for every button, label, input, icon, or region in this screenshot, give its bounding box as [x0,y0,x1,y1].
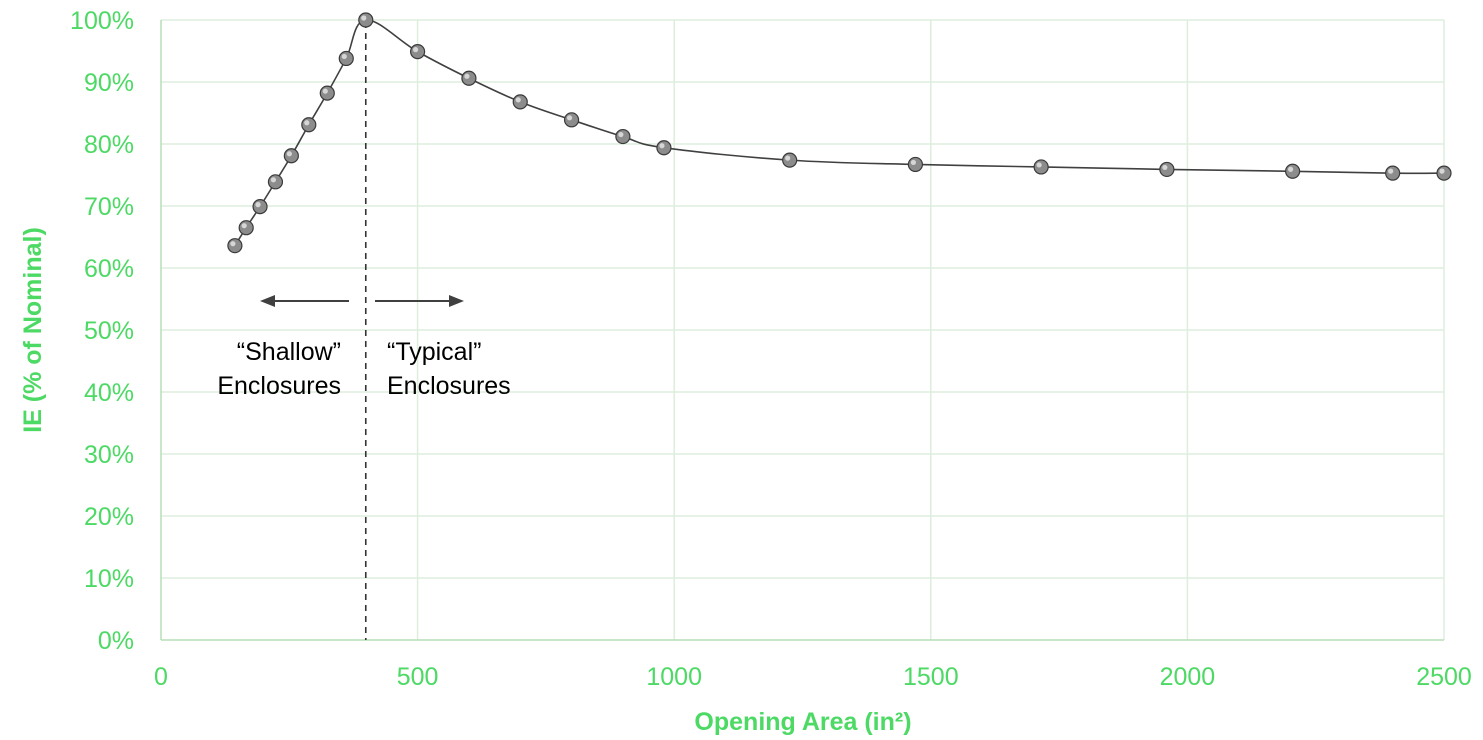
data-point [656,140,672,156]
data-point-highlight [230,241,236,247]
y-tick-label: 20% [84,503,134,531]
y-tick-label: 100% [70,7,134,35]
x-axis-title: Opening Area (in²) [694,708,911,736]
data-point [1033,159,1049,175]
x-tick-label: 1000 [646,663,702,691]
data-point [1159,161,1175,178]
annotations: “Shallow” Enclosures “Typical” Enclosure… [217,295,511,400]
data-point [1436,165,1452,181]
data-point-highlight [566,115,573,121]
arrow-left-icon [260,295,275,307]
data-point-highlight [304,120,310,126]
annotation-shallow-line1: “Shallow” [237,338,341,366]
grid-lines [161,19,1445,640]
data-point-highlight [255,202,261,208]
annotation-typical-line2: Enclosures [387,372,511,400]
data-point-highlight [785,155,791,161]
data-point [319,85,335,101]
data-point [410,44,426,60]
x-tick-label: 2500 [1416,663,1472,691]
data-point [1285,163,1301,179]
y-tick-label: 90% [84,69,134,97]
data-point-highlight [910,159,917,166]
data-point [283,148,299,164]
data-point [358,12,374,28]
data-point-highlight [1036,162,1042,168]
data-point [338,50,354,67]
data-point [512,94,528,110]
data-point [907,156,924,173]
x-tick-label: 1500 [903,663,959,691]
data-point-highlight [286,151,292,157]
annotation-typical-line1: “Typical” [387,338,481,366]
data-point [1385,165,1401,181]
x-tick-label: 0 [154,663,168,691]
y-tick-label: 30% [84,441,134,469]
annotation-shallow-line2: Enclosures [217,372,341,400]
y-tick-label: 80% [84,131,134,159]
data-point [238,220,254,236]
data-point-highlight [361,15,367,21]
data-point-highlight [341,53,347,60]
arrow-right-icon [449,295,464,307]
data-point-highlight [1439,168,1445,174]
y-tick-label: 60% [84,255,134,283]
y-axis-title: IE (% of Nominal) [19,227,47,433]
y-tick-label: 10% [84,565,134,593]
data-point [227,238,243,254]
x-tick-label: 500 [397,663,439,691]
y-tick-label: 40% [84,379,134,407]
data-point-highlight [659,143,665,149]
data-point-highlight [241,223,247,229]
data-point-highlight [464,73,470,79]
data-point-highlight [322,88,328,94]
x-tick-labels: 0 500 1000 1500 2000 2500 [154,663,1472,691]
data-point [267,174,284,190]
data-point-highlight [413,47,419,53]
x-tick-label: 2000 [1160,663,1216,691]
y-tick-label: 70% [84,193,134,221]
data-point [563,112,580,128]
data-point [615,128,631,145]
data-point-highlight [515,97,521,103]
axes [160,20,1444,641]
data-point [301,117,317,133]
data-point-highlight [270,177,277,183]
data-point-highlight [1388,168,1394,174]
data-point [461,70,477,86]
y-tick-label: 50% [84,317,134,345]
data-point [782,152,798,168]
data-point-highlight [1288,166,1294,172]
y-tick-labels: 0% 10% 20% 30% 40% 50% 60% 70% 80% 90% 100% [70,7,134,655]
data-point-highlight [618,131,624,138]
data-point-highlight [1162,164,1168,171]
data-point [252,199,268,215]
series [227,12,1452,254]
y-tick-label: 0% [98,627,134,655]
